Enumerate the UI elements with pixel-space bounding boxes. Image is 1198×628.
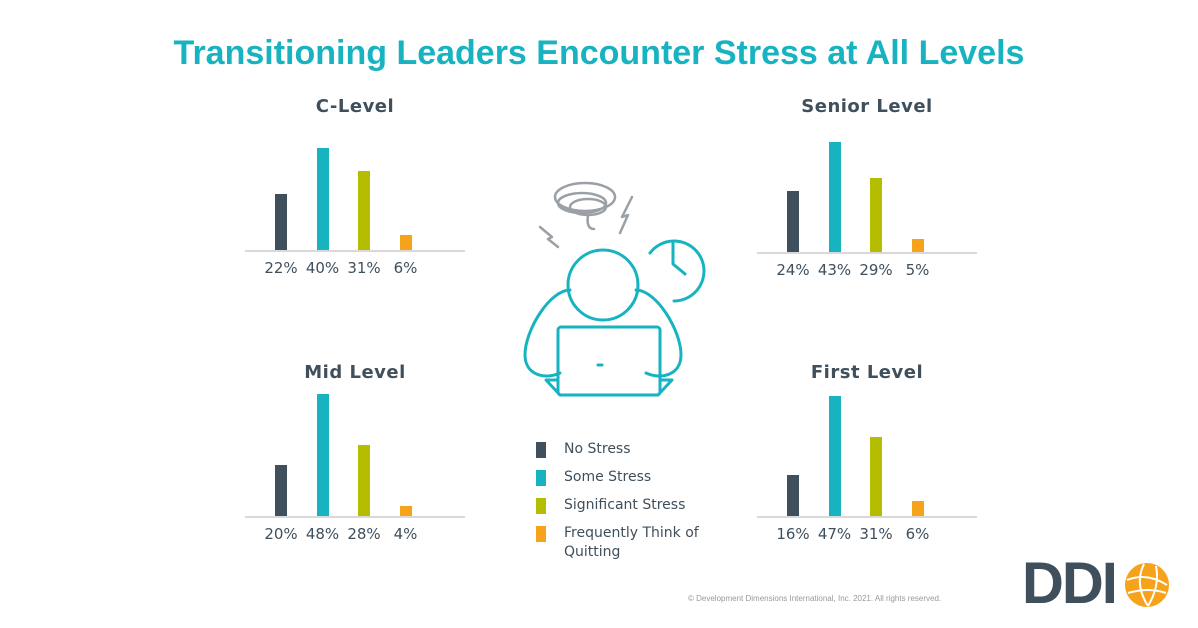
legend-swatch xyxy=(536,442,546,458)
data-label: 47% xyxy=(817,525,852,543)
bar-quitting xyxy=(399,505,412,516)
bar-some-stress xyxy=(828,142,841,252)
ddi-logo: DDI xyxy=(1022,551,1172,616)
baseline xyxy=(245,516,465,518)
panel-title: C-Level xyxy=(315,96,395,117)
bar-some-stress xyxy=(316,393,329,516)
bar-some-stress xyxy=(316,148,329,250)
chart-title: Transitioning Leaders Encounter Stress a… xyxy=(173,34,1025,72)
legend-label: No Stress xyxy=(564,441,631,457)
data-label: 20% xyxy=(264,525,298,543)
panel-title: Senior Level xyxy=(801,96,933,117)
bar-quitting xyxy=(911,500,924,516)
baseline xyxy=(245,250,465,252)
data-label: 48% xyxy=(305,525,340,543)
legend-swatch xyxy=(536,526,546,542)
legend-label: Some Stress xyxy=(564,469,652,485)
data-label: 28% xyxy=(347,525,381,543)
scribble-icon xyxy=(553,181,617,231)
lightning-icon xyxy=(618,195,634,235)
bar-no-stress xyxy=(787,190,799,252)
copyright: © Development Dimensions International, … xyxy=(688,594,942,603)
legend-item: Some Stress xyxy=(536,468,714,487)
bar-no-stress xyxy=(787,475,799,516)
bar-significant-stress xyxy=(358,170,370,250)
bar-significant-stress xyxy=(870,178,882,252)
data-label: 29% xyxy=(859,261,893,279)
globe-icon xyxy=(1125,563,1169,607)
data-label: 5% xyxy=(905,261,930,279)
data-label: 40% xyxy=(305,259,340,277)
legend-label: Significant Stress xyxy=(564,497,686,513)
bar-quitting xyxy=(399,234,412,250)
data-label: 24% xyxy=(776,261,810,279)
legend-swatch xyxy=(536,498,546,514)
clock-icon xyxy=(648,239,706,303)
data-label: 31% xyxy=(347,259,381,277)
bar-some-stress xyxy=(828,396,841,516)
data-label: 6% xyxy=(393,259,418,277)
panel-title: First Level xyxy=(810,362,924,383)
legend-swatch xyxy=(536,470,546,486)
legend-item: Frequently Think of Quitting xyxy=(536,524,714,562)
data-label: 31% xyxy=(859,525,893,543)
bar-significant-stress xyxy=(870,436,882,516)
data-label: 43% xyxy=(817,261,852,279)
data-label: 4% xyxy=(393,525,418,543)
bar-no-stress xyxy=(275,193,287,250)
data-label: 16% xyxy=(776,525,810,543)
legend: No Stress Some Stress Significant Stress Fr… xyxy=(536,440,714,571)
legend-item: Significant Stress xyxy=(536,496,714,515)
baseline xyxy=(757,252,977,254)
data-label: 22% xyxy=(264,259,298,277)
legend-item: No Stress xyxy=(536,440,714,459)
bar-no-stress xyxy=(275,465,287,516)
panel-title: Mid Level xyxy=(304,362,406,383)
baseline xyxy=(757,516,977,518)
bar-significant-stress xyxy=(358,444,370,516)
stressed-person-illustration xyxy=(523,181,706,397)
lightning-icon xyxy=(538,225,560,249)
data-label: 6% xyxy=(905,525,930,543)
legend-label: Frequently Think of Quitting xyxy=(564,525,699,560)
bar-quitting xyxy=(911,239,924,252)
